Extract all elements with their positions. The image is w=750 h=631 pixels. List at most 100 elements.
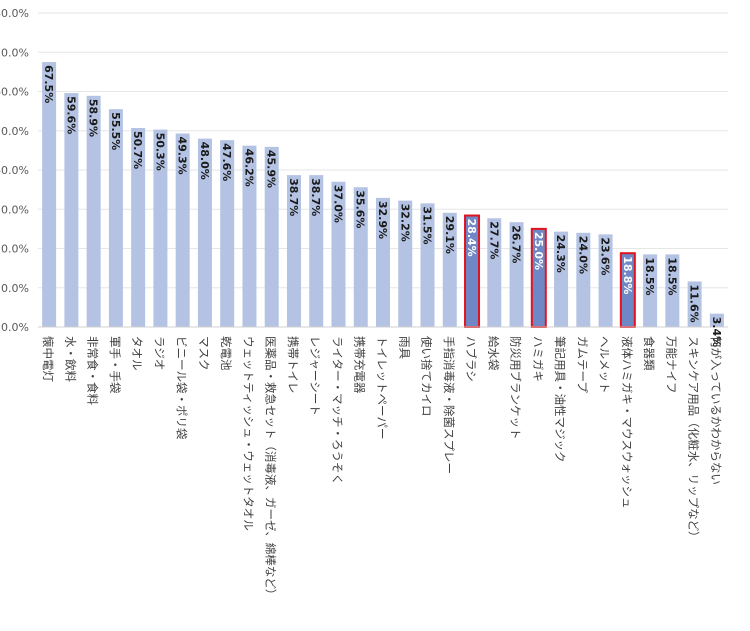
bar — [286, 175, 301, 327]
category-label: ラジオ — [152, 336, 166, 370]
category-label: マスク — [197, 336, 211, 371]
category-label: 乾電池 — [219, 336, 233, 371]
category-label: ガムテープ — [575, 336, 589, 393]
value-label: 18.5% — [665, 257, 678, 295]
value-label: 38.7% — [287, 178, 300, 216]
bar — [576, 232, 591, 327]
category-label: 何が入っているかわからない — [709, 336, 723, 485]
category-label: ウェットティッシュ・ウェットタオル — [241, 336, 255, 531]
value-label: 3.4% — [710, 317, 723, 348]
category-label: 非常食・食料 — [86, 336, 100, 405]
category-label: 筆記用具・油性マジック — [553, 336, 567, 463]
y-tick-label: 80.0% — [0, 7, 29, 20]
category-label: ハブラシ — [464, 336, 478, 382]
bar — [554, 231, 569, 327]
category-label: 雨具 — [397, 336, 411, 359]
category-label: 携帯充電器 — [353, 336, 367, 394]
category-label: タオル — [130, 336, 144, 371]
y-tick-label: 40.0% — [0, 164, 29, 177]
value-labels: 67.5% 59.6% 58.9% 55.5% 50.7% 50.3% 49.3% 48.0%… — [42, 65, 723, 347]
bar — [309, 175, 324, 327]
bar — [220, 140, 235, 327]
value-label: 29.1% — [443, 216, 456, 254]
bar — [131, 128, 146, 327]
value-label: 58.9% — [87, 99, 100, 137]
category-label: 懐中電灯 — [41, 336, 55, 382]
category-label: スキンケア用品（化粧水、リップなど） — [687, 336, 701, 543]
bar — [331, 181, 346, 327]
category-label: 軍手・手袋 — [108, 336, 122, 394]
bar — [197, 138, 212, 327]
y-tick-label: 70.0% — [0, 46, 29, 59]
value-label: 35.6% — [354, 190, 367, 228]
bar — [64, 93, 79, 327]
category-label: 給水袋 — [486, 336, 500, 371]
value-label: 59.6% — [64, 96, 77, 134]
value-label: 46.2% — [242, 149, 255, 187]
category-label: 携帯トイレ — [286, 336, 300, 394]
value-label: 50.7% — [131, 131, 144, 169]
bar — [665, 254, 680, 327]
category-label: ビニール袋・ポリ袋 — [175, 336, 189, 440]
value-label: 25.0% — [532, 232, 545, 270]
category-label: 医薬品・救急セット（消毒液、ガーゼ、綿棒など） — [264, 336, 278, 600]
category-label: トイレットペーパー — [375, 336, 389, 439]
bar — [398, 200, 413, 327]
value-label: 18.5% — [643, 257, 656, 295]
bars — [42, 62, 724, 329]
y-tick-label: 20.0% — [0, 243, 29, 256]
value-label: 67.5% — [42, 65, 55, 103]
category-label: 水・飲料 — [63, 336, 77, 382]
bar — [487, 218, 502, 327]
y-tick-label: 30.0% — [0, 203, 29, 216]
value-label: 37.0% — [331, 185, 344, 223]
category-label: ライター・マッチ・ろうそく — [330, 336, 344, 485]
bar — [442, 212, 457, 327]
y-tick-label: 60.0% — [0, 86, 29, 99]
category-label: 万能ナイフ — [664, 336, 678, 394]
y-axis-ticks: 0.0% 10.0% 20.0% 30.0% 40.0% 50.0% 60.0% 70.0% 8… — [0, 7, 29, 334]
category-label: ヘルメット — [598, 336, 612, 394]
bar — [687, 281, 702, 327]
value-label: 45.9% — [265, 150, 278, 188]
category-label: ハミガキ — [531, 336, 545, 382]
value-label: 47.6% — [220, 143, 233, 181]
value-label: 24.0% — [576, 236, 589, 274]
value-label: 27.7% — [487, 221, 500, 259]
bar — [376, 197, 390, 327]
value-label: 18.8% — [621, 256, 634, 294]
bar — [509, 222, 524, 327]
value-label: 23.6% — [599, 237, 612, 275]
value-label: 55.5% — [109, 112, 122, 150]
bar — [108, 109, 123, 327]
bar — [643, 254, 658, 327]
bar — [353, 187, 368, 327]
value-label: 50.3% — [153, 133, 166, 171]
value-label: 11.6% — [688, 284, 701, 322]
value-label: 28.4% — [465, 219, 478, 257]
value-label: 32.2% — [398, 204, 411, 242]
bar — [264, 146, 279, 327]
bar — [86, 95, 101, 327]
category-label: 液体ハミガキ・マウスウォッシュ — [620, 336, 634, 509]
value-label: 32.9% — [376, 201, 389, 239]
category-label: 手指消毒液・除菌スプレー — [442, 336, 456, 474]
category-label: 防災用ブランケット — [509, 336, 523, 440]
bar — [598, 234, 613, 327]
y-tick-label: 50.0% — [0, 125, 29, 138]
bar — [42, 62, 57, 327]
bar — [242, 145, 257, 327]
bar — [420, 203, 435, 327]
y-tick-label: 0.0% — [1, 321, 29, 334]
category-label: レジャーシート — [308, 336, 322, 416]
value-label: 26.7% — [510, 225, 523, 263]
y-tick-label: 10.0% — [0, 282, 29, 295]
value-label: 24.3% — [554, 235, 567, 273]
category-label: 使い捨てカイロ — [420, 336, 434, 417]
category-labels: 懐中電灯 水・飲料 非常食・食料 軍手・手袋 タオル ラジオ ビニール袋・ポリ袋 マスク 乾電池… — [41, 336, 723, 600]
value-label: 38.7% — [309, 178, 322, 216]
value-label: 48.0% — [198, 142, 211, 180]
category-label: 食器類 — [642, 336, 656, 371]
bar — [153, 129, 168, 327]
